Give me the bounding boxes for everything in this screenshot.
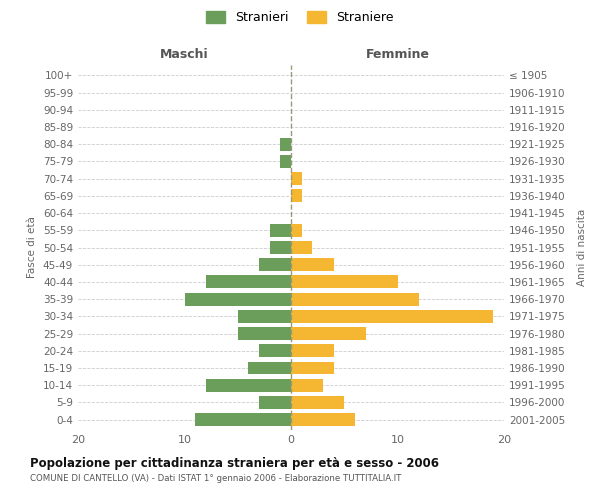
Bar [291,413,355,426]
Bar [238,327,291,340]
Bar [291,276,398,288]
Bar [291,224,302,236]
Text: Popolazione per cittadinanza straniera per età e sesso - 2006: Popolazione per cittadinanza straniera p… [30,458,439,470]
Bar [206,379,291,392]
Bar [291,344,334,358]
Bar [259,258,291,271]
Bar [195,413,291,426]
Bar [291,310,493,323]
Bar [291,379,323,392]
Bar [291,190,302,202]
Legend: Stranieri, Straniere: Stranieri, Straniere [202,6,398,29]
Bar [291,292,419,306]
Bar [185,292,291,306]
Bar [206,276,291,288]
Bar [280,155,291,168]
Y-axis label: Fasce di età: Fasce di età [28,216,37,278]
Bar [291,396,344,409]
Text: COMUNE DI CANTELLO (VA) - Dati ISTAT 1° gennaio 2006 - Elaborazione TUTTITALIA.I: COMUNE DI CANTELLO (VA) - Dati ISTAT 1° … [30,474,401,483]
Bar [280,138,291,150]
Y-axis label: Anni di nascita: Anni di nascita [577,209,587,286]
Text: Maschi: Maschi [160,48,209,62]
Bar [259,344,291,358]
Bar [291,258,334,271]
Bar [291,362,334,374]
Bar [270,224,291,236]
Bar [270,241,291,254]
Text: Femmine: Femmine [365,48,430,62]
Bar [291,241,313,254]
Bar [291,327,365,340]
Bar [291,172,302,185]
Bar [259,396,291,409]
Bar [238,310,291,323]
Bar [248,362,291,374]
